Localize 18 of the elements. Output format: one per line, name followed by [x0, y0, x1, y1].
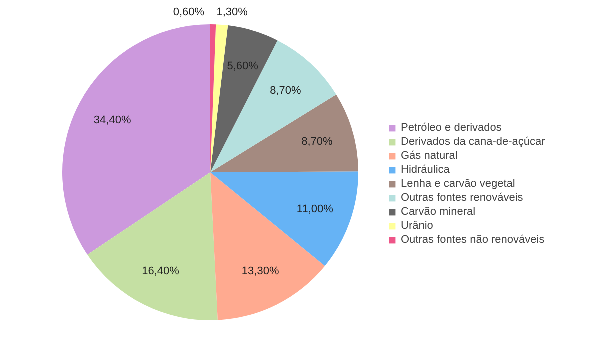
data-label: 34,40% — [94, 114, 132, 126]
legend-label: Petróleo e derivados — [401, 122, 502, 134]
legend-label: Derivados da cana-de-açúcar — [401, 136, 546, 148]
data-label: 8,70% — [270, 84, 302, 97]
data-label: 11,00% — [296, 203, 334, 216]
legend-label: Gás natural — [401, 150, 458, 162]
legend-label: Hidráulica — [401, 164, 450, 176]
data-label: 16,40% — [142, 266, 180, 278]
data-label: 0,60% — [173, 6, 205, 19]
legend-label: Urânio — [401, 220, 434, 232]
data-label: 1,30% — [216, 6, 248, 19]
data-label: 5,60% — [227, 60, 259, 72]
legend-label: Outras fontes não renováveis — [401, 234, 545, 246]
legend-label: Outras fontes renováveis — [401, 192, 524, 204]
data-label: 13,30% — [242, 266, 280, 278]
legend-label: Lenha e carvão vegetal — [401, 178, 516, 190]
data-label: 8,70% — [302, 136, 334, 148]
legend-label: Carvão mineral — [401, 206, 476, 218]
